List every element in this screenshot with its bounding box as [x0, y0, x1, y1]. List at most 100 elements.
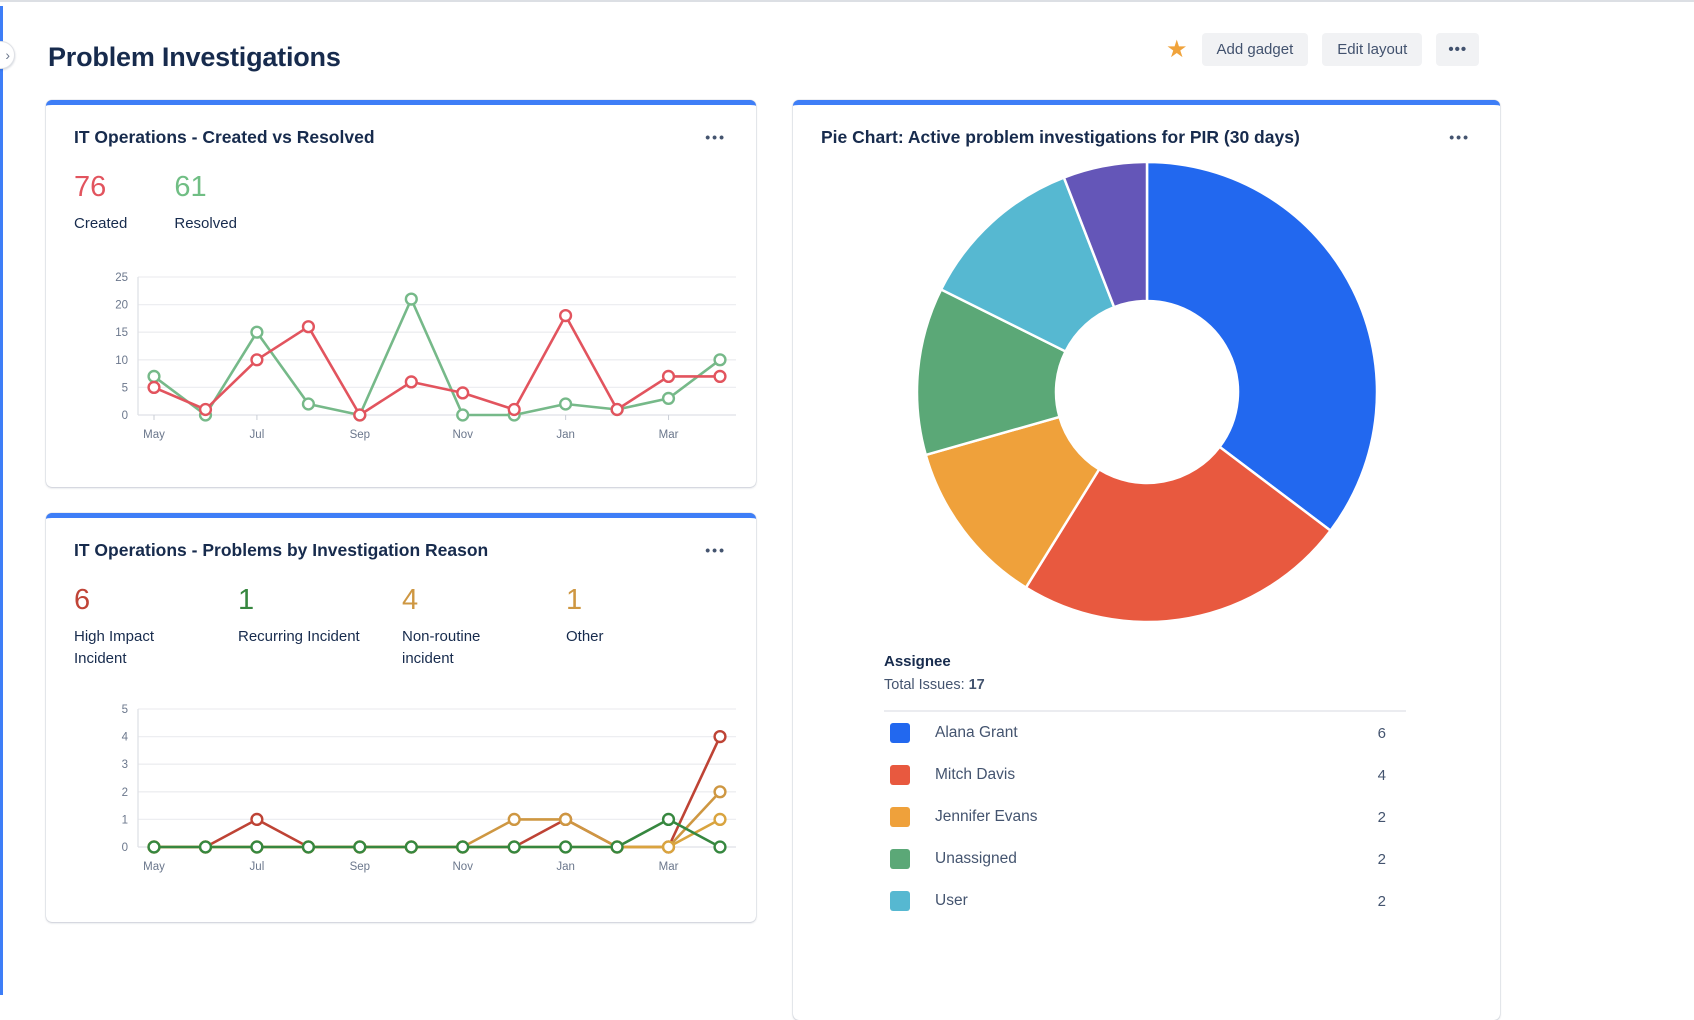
- stat-value: 4: [402, 584, 419, 616]
- gadget-more-button[interactable]: •••: [701, 540, 730, 560]
- sidebar-expand-button[interactable]: ›: [0, 41, 15, 69]
- legend-divider: [884, 710, 1406, 712]
- line-chart-svg: 0 1 2 3 4 5 May Jul Sep Nov Jan Mar: [122, 704, 736, 873]
- line-chart-svg: 0 5 10 15 20 25 May Jul Sep Nov Jan Mar: [115, 272, 736, 441]
- svg-text:10: 10: [115, 355, 128, 367]
- reasons-line-chart: 0 1 2 3 4 5 May Jul Sep Nov Jan Mar: [96, 697, 736, 888]
- pie-slice[interactable]: [923, 415, 1101, 590]
- svg-text:Nov: Nov: [453, 861, 474, 873]
- pie-slice[interactable]: [938, 175, 1116, 354]
- gadget-problems-by-reason: IT Operations - Problems by Investigatio…: [46, 513, 756, 922]
- svg-text:Sep: Sep: [350, 429, 370, 441]
- stat-value: 6: [74, 584, 91, 616]
- legend-swatch-icon: [890, 849, 910, 869]
- gadget-more-button[interactable]: •••: [1445, 127, 1474, 147]
- legend-value: 6: [1377, 724, 1386, 742]
- legend-row[interactable]: Unassigned 2: [884, 838, 1386, 880]
- svg-text:0: 0: [122, 842, 128, 854]
- chevron-right-icon: ›: [5, 47, 10, 63]
- legend-swatch-icon: [890, 723, 910, 743]
- sidebar-resize-divider[interactable]: [0, 6, 3, 995]
- legend-value: 2: [1377, 892, 1386, 910]
- svg-text:Jan: Jan: [556, 429, 575, 441]
- stats-row: 6 High Impact Incident 1 Recurring Incident…: [72, 584, 730, 671]
- legend-total: Total Issues: 17: [884, 677, 1408, 693]
- legend-label: Unassigned: [935, 850, 1017, 867]
- stat-label: Non-routine incident: [402, 627, 481, 668]
- edit-layout-button[interactable]: Edit layout: [1322, 33, 1423, 66]
- legend-swatch-icon: [890, 891, 910, 911]
- legend-swatch-icon: [890, 765, 910, 785]
- svg-text:Sep: Sep: [350, 861, 370, 873]
- stat-value: 1: [566, 584, 583, 616]
- svg-text:15: 15: [115, 328, 128, 340]
- stat-label: High Impact Incident: [74, 627, 155, 668]
- donut-chart-svg: [915, 160, 1378, 624]
- svg-text:25: 25: [115, 272, 128, 284]
- total-issues-value: 17: [968, 677, 985, 693]
- stat: 4 Non-routine incident: [402, 584, 566, 671]
- stat-value: 1: [238, 584, 255, 616]
- svg-text:4: 4: [122, 731, 129, 743]
- dashboard-more-button[interactable]: •••: [1436, 33, 1480, 66]
- gadget-created-vs-resolved: IT Operations - Created vs Resolved ••• …: [46, 100, 756, 487]
- gadget-title: IT Operations - Problems by Investigatio…: [74, 540, 489, 560]
- legend-label: Mitch Davis: [935, 766, 1016, 783]
- legend-group-title: Assignee: [884, 653, 951, 670]
- svg-text:Mar: Mar: [659, 861, 679, 873]
- legend-value: 2: [1377, 808, 1386, 826]
- stat: 6 High Impact Incident: [74, 584, 238, 671]
- svg-text:3: 3: [122, 759, 128, 771]
- svg-text:Jul: Jul: [250, 429, 265, 441]
- gadget-more-button[interactable]: •••: [701, 127, 730, 147]
- stat: 1 Other: [566, 584, 730, 671]
- legend-label: Jennifer Evans: [935, 808, 1038, 825]
- gadget-title: IT Operations - Created vs Resolved: [74, 127, 375, 147]
- pie-legend-block: Assignee Total Issues: 17 Alana Grant 6 Mit…: [884, 653, 1408, 922]
- assignee-donut-chart: [819, 158, 1474, 626]
- legend-value: 4: [1377, 766, 1386, 784]
- stat-value: 61: [174, 171, 207, 203]
- legend-label: Alana Grant: [935, 724, 1018, 741]
- ellipsis-icon: •••: [705, 542, 726, 558]
- stats-row: 76 Created 61 Resolved: [72, 171, 730, 235]
- created-resolved-line-chart: 0 5 10 15 20 25 May Jul Sep Nov Jan Mar: [96, 265, 736, 456]
- legend-row[interactable]: User 2: [884, 880, 1386, 922]
- svg-text:2: 2: [122, 787, 128, 799]
- stat: 76 Created: [74, 171, 128, 235]
- assignee-legend: Alana Grant 6 Mitch Davis 4 Jennifer Evans 2 U…: [884, 712, 1386, 922]
- pie-slice[interactable]: [1145, 160, 1378, 533]
- pie-slice[interactable]: [1061, 160, 1148, 309]
- stat-label: Other: [566, 627, 604, 645]
- legend-value: 2: [1377, 850, 1386, 868]
- svg-text:Nov: Nov: [453, 429, 474, 441]
- svg-text:5: 5: [122, 704, 128, 716]
- svg-text:0: 0: [122, 410, 128, 422]
- ellipsis-icon: •••: [1449, 129, 1470, 145]
- gadget-title: Pie Chart: Active problem investigations…: [821, 127, 1300, 147]
- dashboard-toolbar: ★ Add gadget Edit layout •••: [1166, 33, 1480, 66]
- svg-text:5: 5: [122, 383, 128, 395]
- svg-text:20: 20: [115, 300, 128, 312]
- stat-label: Resolved: [174, 214, 237, 232]
- svg-text:Jul: Jul: [250, 861, 265, 873]
- legend-row[interactable]: Mitch Davis 4: [884, 754, 1386, 796]
- pie-slice[interactable]: [1023, 445, 1332, 624]
- legend-row[interactable]: Alana Grant 6: [884, 712, 1386, 754]
- stat-label: Recurring Incident: [238, 627, 360, 645]
- stat-value: 76: [74, 171, 107, 203]
- legend-swatch-icon: [890, 807, 910, 827]
- gadget-pie-chart: Pie Chart: Active problem investigations…: [793, 100, 1500, 1020]
- svg-text:Mar: Mar: [659, 429, 679, 441]
- stat-label: Created: [74, 214, 128, 232]
- ellipsis-icon: •••: [1448, 41, 1468, 58]
- pie-slice[interactable]: [915, 287, 1067, 457]
- total-issues-label: Total Issues:: [884, 677, 965, 693]
- add-gadget-button[interactable]: Add gadget: [1201, 33, 1309, 66]
- legend-row[interactable]: Jennifer Evans 2: [884, 796, 1386, 838]
- svg-text:May: May: [143, 861, 165, 873]
- favorite-star-icon[interactable]: ★: [1166, 35, 1188, 63]
- svg-text:Jan: Jan: [556, 861, 575, 873]
- legend-label: User: [935, 892, 968, 909]
- stat: 1 Recurring Incident: [238, 584, 402, 671]
